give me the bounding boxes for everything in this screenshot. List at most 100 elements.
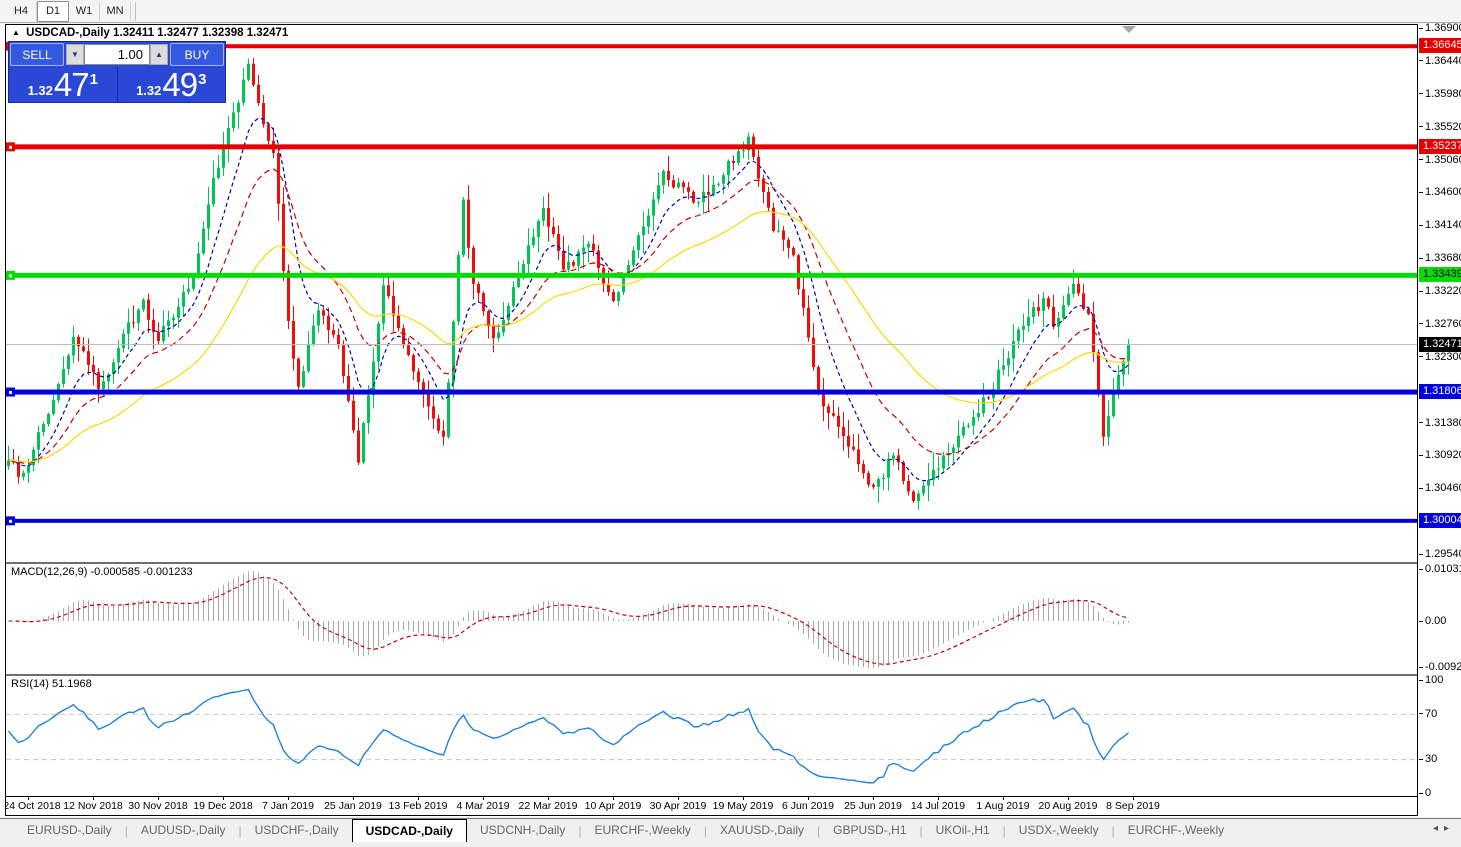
sell-button[interactable]: SELL bbox=[10, 43, 64, 66]
sell-price-prefix: 1.32 bbox=[27, 83, 53, 98]
tab-separator: | bbox=[124, 824, 128, 838]
price-chart-canvas[interactable] bbox=[6, 25, 1417, 562]
price-axis-tick: 1.36900 bbox=[1419, 21, 1461, 35]
axis-tick-mark bbox=[1419, 422, 1423, 424]
axis-tick-mark bbox=[1419, 356, 1423, 358]
tab-ukoil-h1[interactable]: UKOil-,H1 bbox=[935, 822, 990, 837]
rsi-indicator-canvas bbox=[6, 676, 1417, 796]
date-axis-tick bbox=[28, 797, 29, 800]
chart-plot-area[interactable]: 24 Oct 2018 12 Nov 2018 30 Nov 2018 19 Dec … bbox=[5, 24, 1418, 816]
macd-axis-tick: 0.010311 bbox=[1419, 562, 1461, 576]
rsi-indicator-label: RSI(14) 51.1968 bbox=[11, 678, 92, 690]
chart-symbol: USDCAD-,Daily bbox=[26, 27, 110, 39]
buy-price-main: 49 bbox=[162, 66, 198, 103]
chart-ohlc-values: 1.32411 1.32477 1.32398 1.32471 bbox=[113, 27, 289, 39]
timeframe-d1[interactable]: D1 bbox=[37, 0, 69, 22]
axis-tick-mark bbox=[1419, 792, 1423, 794]
timeframe-h4[interactable]: H4 bbox=[6, 1, 37, 21]
pane-separator[interactable] bbox=[6, 674, 1417, 676]
tab-xauusd-daily[interactable]: XAUUSD-,Daily bbox=[720, 822, 805, 837]
buy-price-display[interactable]: 1.32 49 3 bbox=[116, 66, 226, 103]
price-level-badge: 1.30004 bbox=[1419, 512, 1461, 528]
price-axis-tick: 1.35520 bbox=[1419, 120, 1461, 134]
timeframe-mn[interactable]: MN bbox=[100, 1, 131, 21]
price-axis-tick: 1.30920 bbox=[1419, 448, 1461, 462]
volume-input[interactable]: 1.00 bbox=[84, 44, 150, 65]
axis-tick-mark bbox=[1419, 323, 1423, 325]
tab-gbpusd-h1[interactable]: GBPUSD-,H1 bbox=[833, 822, 907, 837]
date-axis-label: 24 Oct 2018 bbox=[5, 800, 61, 812]
price-axis-tick: 1.30460 bbox=[1419, 481, 1461, 495]
volume-decrease-button[interactable]: ▼ bbox=[66, 44, 84, 65]
date-axis-label: 22 Mar 2019 bbox=[518, 800, 578, 812]
timeframe-w1[interactable]: W1 bbox=[69, 1, 100, 21]
tab-separator: | bbox=[919, 824, 923, 838]
timeframe-toolbar: H4 D1 W1 MN bbox=[0, 0, 1461, 23]
price-level-badge: 1.33439 bbox=[1419, 267, 1461, 283]
tab-separator: | bbox=[1002, 824, 1006, 838]
buy-price-prefix: 1.32 bbox=[136, 83, 162, 98]
price-level-badge: 1.35237 bbox=[1419, 138, 1461, 154]
price-axis[interactable]: 1.36900 1.36440 1.35980 1.35520 1.35060 1.346… bbox=[1419, 21, 1461, 816]
date-axis-tick bbox=[353, 797, 354, 800]
collapse-triangle-icon[interactable]: ▲ bbox=[12, 28, 20, 37]
rsi-axis-tick: 70 bbox=[1419, 707, 1437, 721]
sell-price-display[interactable]: 1.32 47 1 bbox=[9, 67, 117, 103]
sell-price-pip: 1 bbox=[89, 71, 98, 88]
price-axis-tick: 1.29540 bbox=[1419, 547, 1461, 561]
macd-axis-tick: 0.00 bbox=[1419, 614, 1446, 628]
price-axis-tick: 1.33220 bbox=[1419, 284, 1461, 298]
date-axis-label: 19 Dec 2018 bbox=[193, 800, 253, 812]
tab-usdcnh-daily[interactable]: USDCNH-,Daily bbox=[479, 822, 566, 837]
price-axis-tick: 1.32300 bbox=[1419, 350, 1461, 364]
tab-usdcad-daily[interactable]: USDCAD-,Daily bbox=[351, 819, 467, 842]
date-axis-label: 25 Jan 2019 bbox=[324, 800, 382, 812]
date-axis-tick bbox=[418, 797, 419, 800]
price-axis-tick: 1.35060 bbox=[1419, 153, 1461, 167]
tab-scroll-arrows-icon[interactable]: ◂▸ bbox=[1432, 823, 1455, 834]
volume-increase-button[interactable]: ▲ bbox=[150, 44, 168, 65]
price-axis-tick: 1.33680 bbox=[1419, 251, 1461, 265]
axis-tick-mark bbox=[1419, 713, 1423, 715]
date-axis-label: 10 Apr 2019 bbox=[584, 800, 642, 812]
buy-price-pip: 3 bbox=[198, 71, 207, 88]
tab-usdchf-daily[interactable]: USDCHF-,Daily bbox=[254, 822, 339, 837]
axis-tick-mark bbox=[1419, 679, 1423, 681]
pane-separator[interactable] bbox=[6, 562, 1417, 564]
tab-separator: | bbox=[703, 824, 708, 838]
axis-tick-mark bbox=[1419, 667, 1423, 668]
date-axis-label: 6 Jun 2019 bbox=[782, 800, 834, 812]
tab-eurchf-weekly[interactable]: EURCHF-,Weekly bbox=[594, 822, 691, 837]
date-axis-label: 30 Apr 2019 bbox=[649, 800, 707, 812]
axis-tick-mark bbox=[1419, 159, 1423, 161]
tab-eurchf-weekly[interactable]: EURCHF-,Weekly bbox=[1127, 822, 1225, 837]
date-axis-tick bbox=[808, 797, 809, 800]
axis-tick-mark bbox=[1419, 93, 1423, 95]
date-axis-tick bbox=[1003, 797, 1004, 800]
price-axis-tick: 1.32760 bbox=[1419, 317, 1461, 331]
chart-shift-marker-icon[interactable] bbox=[1122, 26, 1136, 33]
date-axis-label: 14 Jul 2019 bbox=[910, 800, 966, 812]
one-click-trading-panel: SELL ▼ 1.00 ▲ BUY 1.32 47 1 1.32 49 3 bbox=[8, 41, 226, 103]
date-axis-label: 30 Nov 2018 bbox=[128, 800, 188, 812]
macd-indicator-label: MACD(12,26,9) -0.000585 -0.001233 bbox=[11, 566, 193, 578]
date-axis-label: 7 Jan 2019 bbox=[262, 800, 314, 812]
rsi-axis-tick: 100 bbox=[1419, 673, 1443, 687]
axis-tick-mark bbox=[1419, 620, 1423, 622]
date-axis-tick bbox=[938, 797, 939, 800]
price-axis-tick: 1.34140 bbox=[1419, 218, 1461, 232]
tab-eurusd-daily[interactable]: EURUSD-,Daily bbox=[27, 822, 112, 837]
date-axis: 24 Oct 2018 12 Nov 2018 30 Nov 2018 19 Dec … bbox=[5, 796, 1417, 815]
tab-separator: | bbox=[578, 824, 582, 838]
date-axis-tick bbox=[483, 797, 484, 800]
chart-tab-bar: EURUSD-,Daily | AUDUSD-,Daily | USDCHF-,Dail… bbox=[0, 818, 1461, 847]
tab-audusd-daily[interactable]: AUDUSD-,Daily bbox=[140, 822, 226, 837]
buy-button[interactable]: BUY bbox=[170, 43, 224, 66]
price-level-badge: 1.32471 bbox=[1419, 336, 1461, 352]
axis-tick-mark bbox=[1419, 758, 1423, 760]
tab-usdx-weekly[interactable]: USDX-,Weekly bbox=[1018, 822, 1099, 837]
axis-tick-mark bbox=[1419, 553, 1423, 555]
date-axis-label: 4 Mar 2019 bbox=[456, 800, 510, 812]
date-axis-label: 13 Feb 2019 bbox=[388, 800, 448, 812]
rsi-axis-tick: 30 bbox=[1419, 752, 1437, 766]
